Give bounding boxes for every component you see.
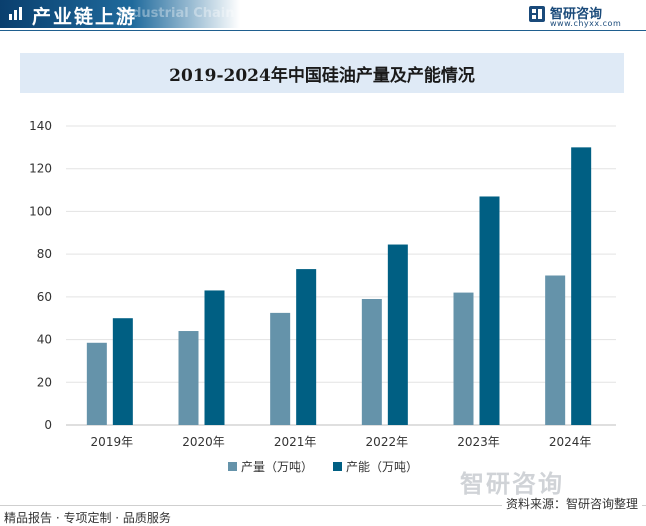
footer-rule	[0, 505, 646, 506]
footer-slogan: 精品报告 · 专项定制 · 品质服务	[4, 511, 171, 525]
y-tick-label: 120	[29, 162, 52, 176]
bar-production	[545, 275, 566, 425]
x-tick-label: 2023年	[457, 435, 500, 449]
bar-capacity	[204, 290, 225, 425]
brand-url: www.chyxx.com	[550, 19, 622, 28]
y-tick-label: 60	[37, 290, 52, 304]
header-title: 产业链上游	[32, 6, 138, 28]
bar-capacity	[112, 318, 133, 425]
section-header: 产业链上游 Industrial Chain 智研咨询 www.chyxx.co…	[0, 0, 646, 32]
header-bar: 产业链上游 Industrial Chain	[0, 0, 240, 28]
legend-item-production: 产量（万吨）	[227, 458, 313, 475]
bar-capacity	[571, 147, 592, 425]
x-tick-label: 2020年	[182, 435, 225, 449]
chart-legend: 产量（万吨） 产能（万吨）	[0, 458, 646, 475]
chart-bars-icon	[9, 7, 22, 20]
bar-production	[361, 298, 382, 425]
x-tick-label: 2019年	[91, 435, 134, 449]
brand-logo-icon	[529, 6, 545, 22]
bar-capacity	[387, 244, 408, 425]
bar-capacity	[479, 196, 500, 425]
y-tick-label: 0	[44, 418, 52, 432]
x-tick-label: 2022年	[366, 435, 409, 449]
legend-label-capacity: 产能（万吨）	[346, 460, 419, 474]
x-tick-label: 2024年	[549, 435, 592, 449]
y-tick-label: 20	[37, 375, 52, 389]
brand: 智研咨询 www.chyxx.com	[528, 3, 638, 31]
y-tick-label: 140	[29, 119, 52, 133]
legend-label-production: 产量（万吨）	[240, 460, 313, 474]
legend-item-capacity: 产能（万吨）	[333, 458, 418, 475]
brand-name: 智研咨询	[550, 7, 603, 22]
header-watermark: Industrial Chain	[118, 6, 235, 21]
legend-swatch-production	[227, 462, 237, 471]
x-tick-label: 2021年	[274, 435, 317, 449]
footer-source: 资料来源：智研咨询整理	[501, 495, 642, 513]
y-tick-label: 40	[37, 333, 52, 347]
bar-capacity	[296, 269, 317, 425]
header-rule	[0, 30, 646, 31]
bar-production	[86, 342, 107, 425]
bar-production	[270, 312, 291, 425]
bar-production	[453, 292, 474, 425]
legend-swatch-capacity	[333, 462, 342, 471]
chart-title-band: 2019-2024年中国硅油产量及产能情况	[20, 53, 624, 93]
footer-watermark: 智研咨询	[460, 470, 564, 498]
bar-production	[178, 331, 199, 425]
chart-title: 2019-2024年中国硅油产量及产能情况	[169, 65, 475, 86]
y-tick-label: 80	[37, 247, 52, 261]
y-tick-label: 100	[29, 204, 52, 218]
